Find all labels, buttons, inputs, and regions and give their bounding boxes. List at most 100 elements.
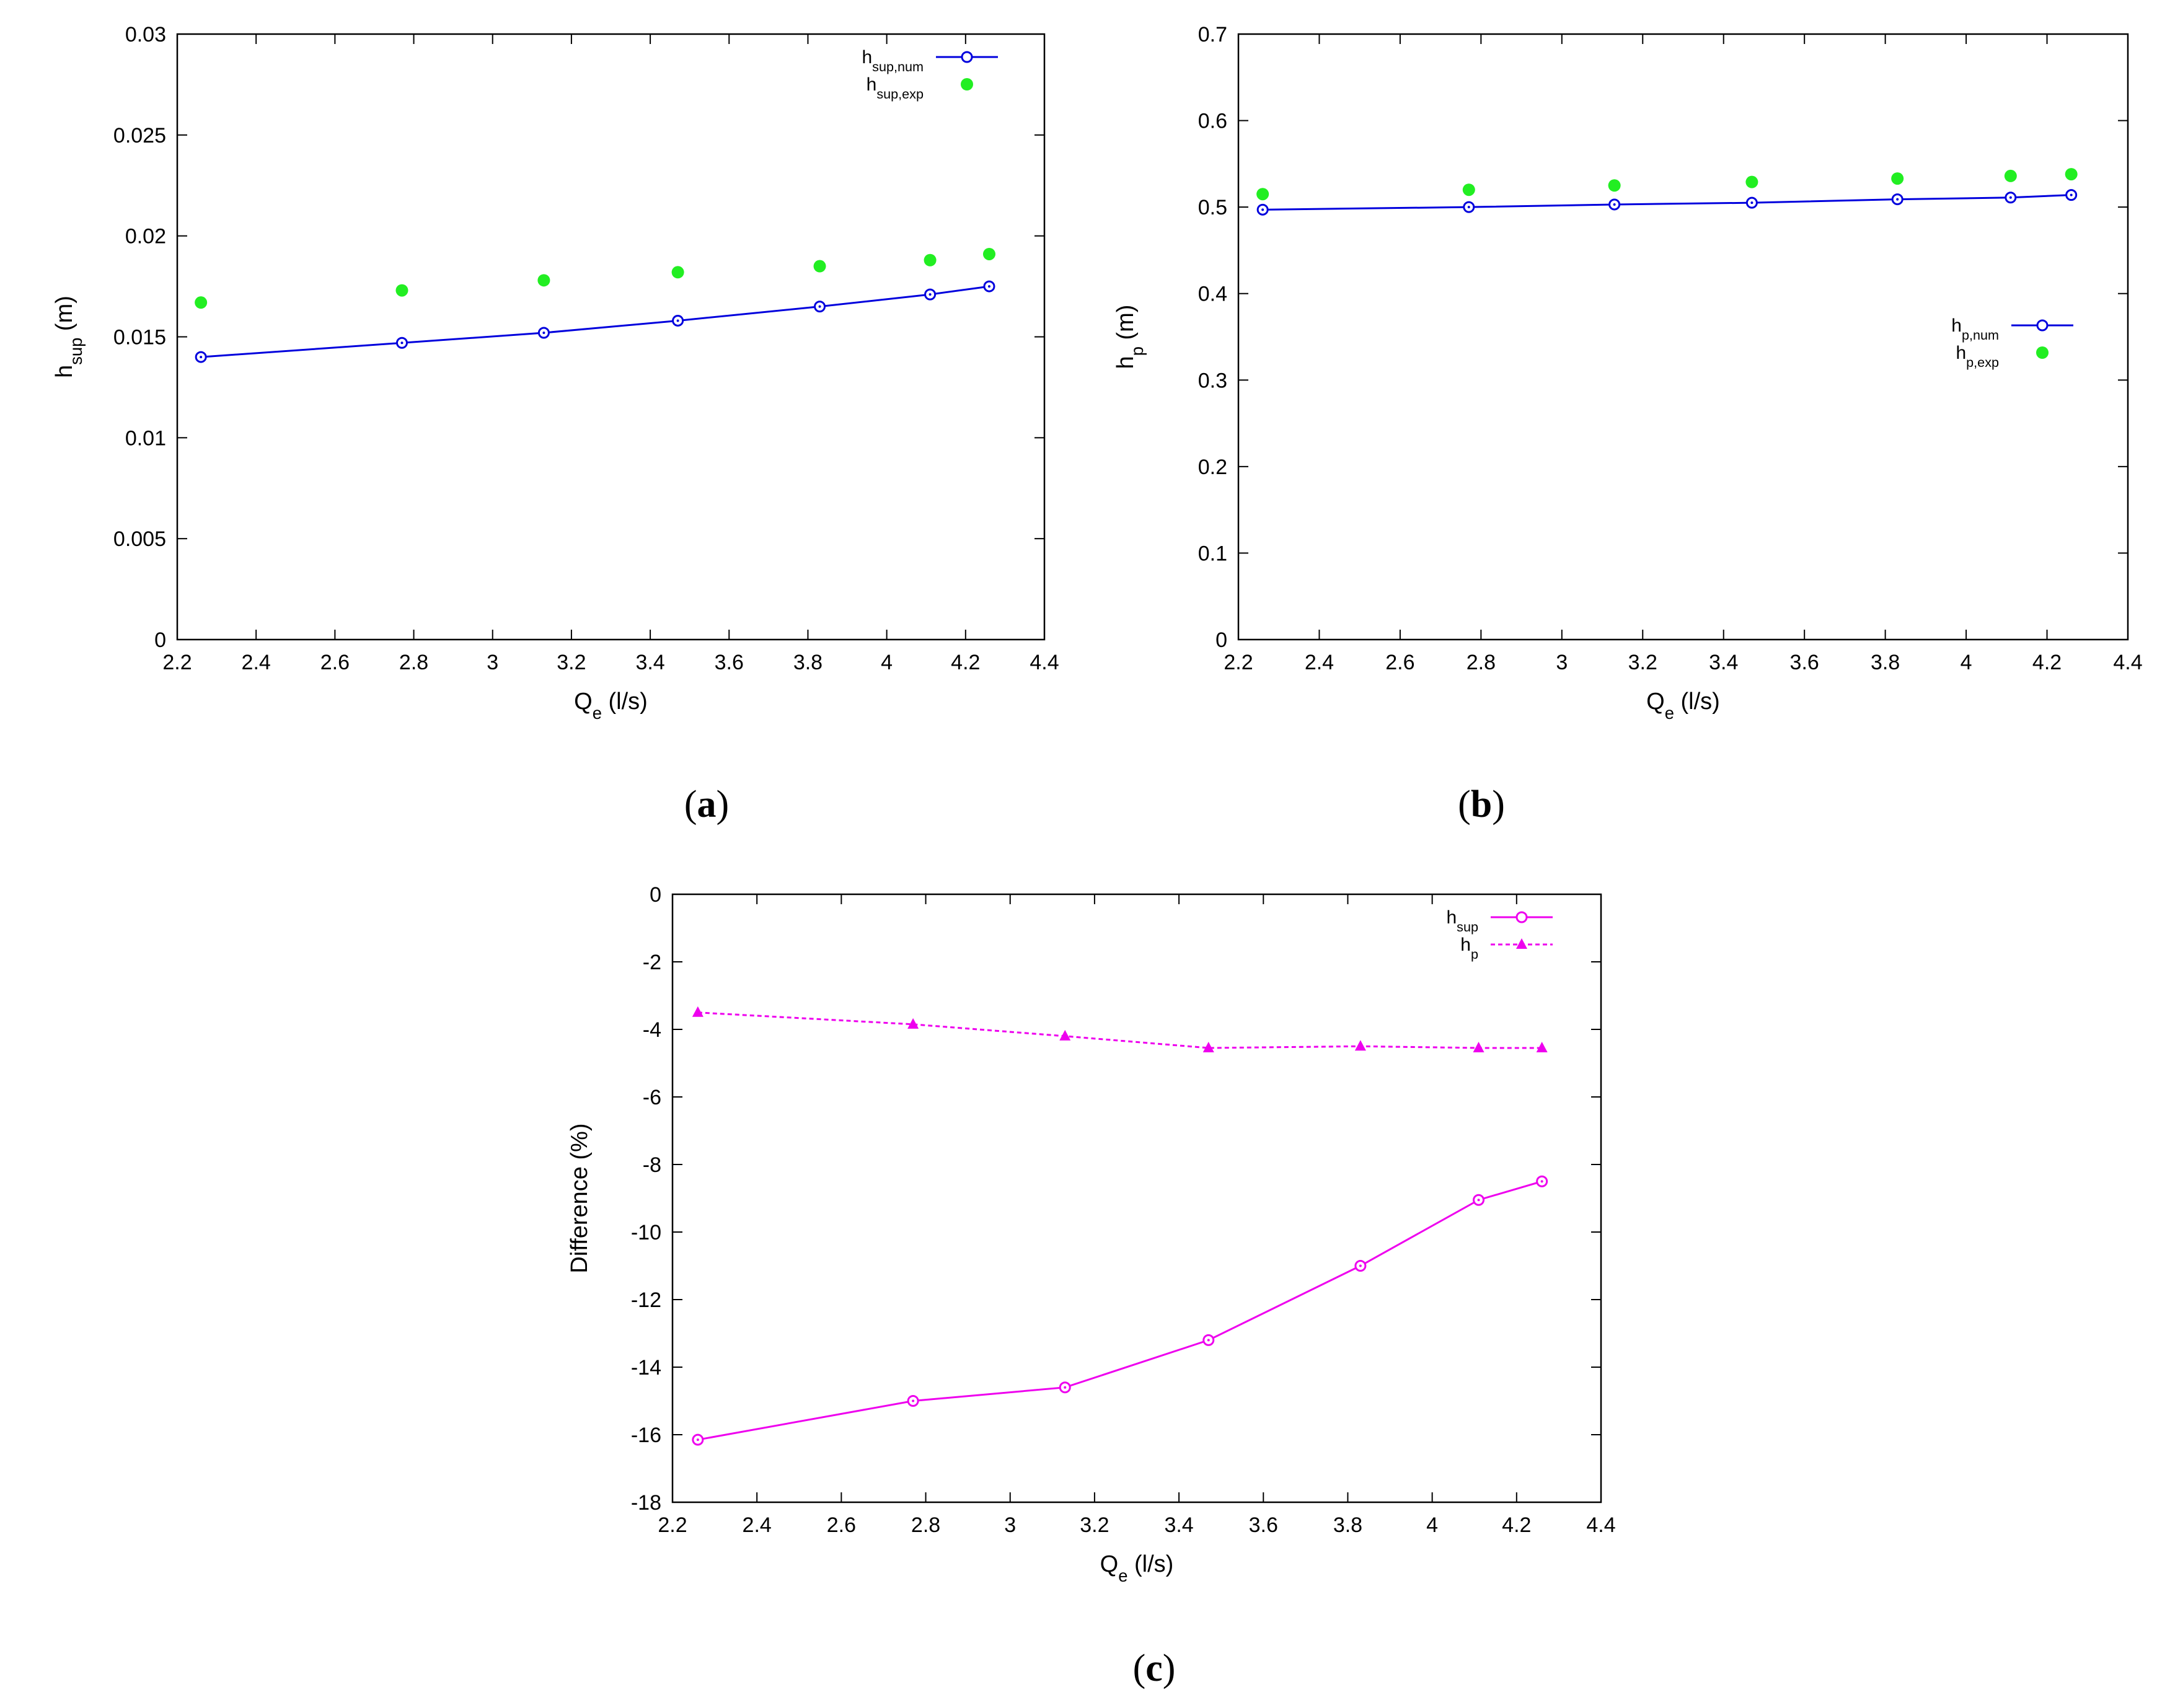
legend-label: hp,exp — [1956, 343, 1999, 370]
x-tick-label: 3.6 — [1249, 1513, 1278, 1537]
series-h-sup-exp: hsup,exp — [195, 74, 995, 309]
data-point — [1608, 179, 1621, 192]
legend-label: hp,num — [1951, 315, 1999, 343]
x-tick-label: 3.4 — [635, 651, 664, 674]
data-point — [924, 253, 937, 266]
chart-b: 2.2 2.4 2.6 2.8 3 3.2 3.4 3.6 3.8 4 4.2 4.4 0 0.1 0.2 0… — [1113, 23, 2143, 825]
data-point-center — [1261, 208, 1264, 211]
data-point — [2004, 169, 2017, 182]
y-axis-label: hsup (m) — [51, 296, 86, 378]
x-axis-label: Qe (l/s) — [1646, 689, 1720, 723]
y-tick-label: -6 — [643, 1086, 661, 1109]
data-point-center — [542, 331, 545, 334]
x-tick-label: 2.4 — [743, 1513, 772, 1537]
x-tick-label: 4.2 — [1502, 1513, 1531, 1537]
chart-c: 2.2 2.4 2.6 2.8 3 3.2 3.4 3.6 3.8 4 4.2 4.4 -18 -16 -1… — [567, 883, 1616, 1689]
y-tick-label: 0 — [650, 883, 661, 907]
data-point — [1059, 1029, 1071, 1041]
data-point-center — [1613, 203, 1616, 206]
y-tick-label: 0.015 — [113, 326, 166, 350]
data-point-center — [929, 293, 932, 296]
legend-label: hsup,exp — [867, 74, 924, 102]
legend-key-marker — [1516, 938, 1527, 949]
y-tick-label: -18 — [631, 1491, 661, 1515]
y-tick-label: -16 — [631, 1424, 661, 1447]
legend-key-marker — [1515, 911, 1528, 923]
y-tick-label: 0.4 — [1198, 283, 1227, 306]
x-tick-label: 4.4 — [1586, 1513, 1615, 1537]
y-tick-label: 0.02 — [125, 225, 166, 249]
y-tick-label: 0.5 — [1198, 196, 1227, 219]
data-point-center — [1064, 1386, 1067, 1389]
y-tick-label: -12 — [631, 1288, 661, 1312]
series-h-sup: hsup — [692, 907, 1553, 1446]
plot-frame — [671, 893, 1602, 1503]
y-tick-label: 0 — [154, 628, 166, 652]
data-point — [1202, 1041, 1214, 1052]
data-point — [195, 296, 208, 309]
legend-label: hsup,num — [862, 47, 924, 74]
x-tick-label: 4 — [1426, 1513, 1438, 1537]
data-point-center — [1750, 201, 1753, 205]
data-point-center — [987, 285, 990, 288]
data-point-center — [1207, 1339, 1210, 1342]
data-point-center — [2009, 196, 2012, 199]
plot-frame — [1237, 33, 2129, 641]
series-h-sup-num: hsup,num — [195, 47, 998, 363]
x-tick-label: 4 — [881, 651, 893, 674]
x-tick-label: 3.2 — [1080, 1513, 1109, 1537]
x-tick-label: 2.2 — [1224, 651, 1253, 674]
series-h-p-num: hp,num — [1256, 189, 2078, 343]
x-tick-label: 2.2 — [658, 1513, 687, 1537]
data-point-center — [400, 341, 404, 345]
x-tick-label: 2.6 — [827, 1513, 856, 1537]
series-h-p: hp — [692, 935, 1553, 1052]
data-point-center — [1896, 198, 1899, 201]
data-point — [1354, 1040, 1366, 1051]
legend-label: hp — [1460, 935, 1478, 962]
y-tick-label: 0.6 — [1198, 110, 1227, 133]
legend-key-marker — [2036, 346, 2049, 359]
legend-key-marker — [2036, 319, 2049, 332]
x-tick-label: 4.2 — [2032, 651, 2062, 674]
data-point-center — [676, 319, 679, 322]
x-tick-label: 2.6 — [320, 651, 350, 674]
data-point — [1536, 1041, 1548, 1052]
data-point-center — [2070, 193, 2073, 196]
plot-frame — [176, 33, 1046, 641]
series-line — [697, 1180, 1543, 1441]
series-line — [697, 1011, 1542, 1049]
x-tick-label: 3.8 — [793, 651, 823, 674]
data-point — [907, 1018, 919, 1029]
data-point — [1473, 1041, 1484, 1052]
y-tick-label: -8 — [643, 1153, 661, 1177]
data-point — [1462, 183, 1475, 196]
x-tick-label: 3.6 — [715, 651, 744, 674]
data-point-center — [1477, 1199, 1480, 1202]
data-point — [1891, 172, 1904, 185]
data-point — [2065, 168, 2078, 181]
x-tick-label: 3.2 — [557, 651, 586, 674]
legend-label: hsup — [1446, 907, 1478, 935]
x-tick-label: 2.6 — [1385, 651, 1414, 674]
y-tick-label: 0.7 — [1198, 23, 1227, 46]
data-point-center — [1540, 1180, 1543, 1183]
x-tick-label: 2.8 — [911, 1513, 940, 1537]
x-tick-label: 2.8 — [1467, 651, 1496, 674]
x-axis-label: Qe (l/s) — [574, 689, 648, 723]
series-line — [1263, 194, 2071, 211]
x-axis-label: Qe (l/s) — [1100, 1551, 1174, 1585]
data-point — [1256, 188, 1269, 201]
data-point-center — [1359, 1264, 1362, 1267]
x-tick-label: 2.8 — [399, 651, 428, 674]
data-point — [395, 284, 408, 297]
x-tick-label: 2.4 — [242, 651, 271, 674]
legend-key-marker — [961, 51, 973, 63]
x-tick-label: 2.2 — [162, 651, 192, 674]
y-tick-label: 0.025 — [113, 124, 166, 147]
y-tick-label: 0.01 — [125, 426, 166, 450]
data-point — [671, 266, 684, 279]
x-tick-label: 3 — [1004, 1513, 1016, 1537]
panel-caption: (a) — [684, 783, 729, 825]
